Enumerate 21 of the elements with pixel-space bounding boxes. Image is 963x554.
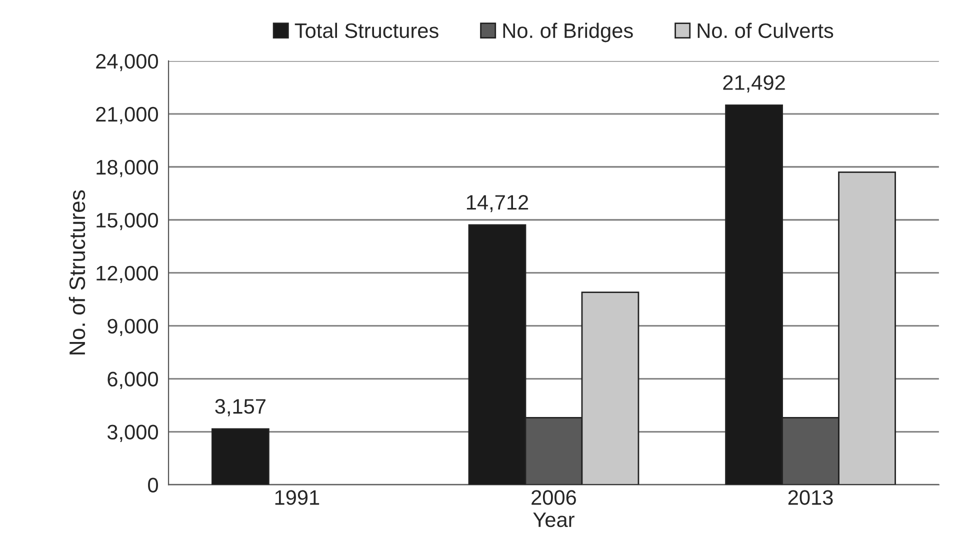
y-tick-label: 18,000 [96,160,158,178]
legend-label: Total Structures [294,22,438,38]
legend-label: No. of Bridges [503,22,633,42]
bar [211,428,270,485]
x-axis-title: Year [533,512,574,528]
y-tick-label: 12,000 [96,266,158,284]
y-tick-label: 3,000 [107,424,158,442]
data-label: 3,157 [215,399,266,416]
y-tick-label: 15,000 [96,212,158,230]
y-tick-label: 0 [148,478,158,493]
y-tick-label: 9,000 [108,318,158,336]
y-tick-label: 6,000 [108,372,158,390]
x-tick-label: 2013 [788,490,833,505]
data-label: 14,712 [466,194,528,212]
legend-label: No. of Culverts [698,22,834,38]
y-axis-title: No. of Structures [68,190,86,354]
data-label: 21,492 [723,75,785,92]
y-tick-label: 21,000 [96,106,158,124]
x-tick-label: 1991 [275,490,320,505]
y-tick-label: 24,000 [96,54,158,72]
x-tick-label: 2006 [532,490,576,505]
